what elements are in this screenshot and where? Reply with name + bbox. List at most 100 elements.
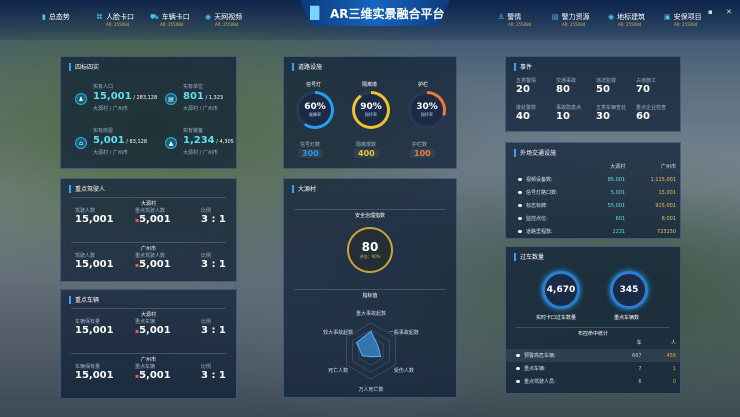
col-header: 广州市 bbox=[660, 164, 676, 170]
nav-overview[interactable]: ▮ 总态势 bbox=[42, 12, 70, 22]
row-value: 85,001 bbox=[607, 176, 626, 183]
ring-label: 隔离墩 bbox=[362, 82, 378, 88]
ring-pct: 30% bbox=[416, 102, 438, 112]
radar-axis-label: 万人死亡数 bbox=[358, 386, 383, 393]
row-value: 5,001 bbox=[610, 189, 626, 196]
nav-vehicle-checkpoint[interactable]: ⛟ 车辆卡口 AR: 255084 bbox=[150, 12, 190, 27]
col-header: 车 bbox=[636, 340, 642, 346]
event-label: 占道施工 bbox=[636, 78, 657, 84]
ratio-value: 3 : 1 bbox=[201, 325, 226, 336]
ring-label: 重点车辆数 bbox=[614, 315, 640, 321]
marker-icon: ▪ bbox=[135, 328, 140, 335]
panel-traffic-facilities: 外场交通设施 大源村 广州市 视频设备数: 85,001 1,115,001 信号灯路口数… bbox=[505, 142, 681, 239]
chart-icon: ▮ bbox=[42, 13, 46, 21]
stat-label: 实有人口 bbox=[93, 84, 114, 90]
resource-icon: ▤ bbox=[552, 13, 559, 21]
table-row: 道路里程数: 1231 723150 bbox=[506, 225, 680, 238]
event-label: 接处警数 bbox=[516, 105, 537, 111]
stat-label: 实有房屋 bbox=[93, 128, 114, 134]
nav-face-checkpoint[interactable]: ⌘ 人脸卡口 AR: 255084 bbox=[96, 12, 134, 27]
panel-title: 大源村 bbox=[284, 179, 456, 198]
ring-value: 345 bbox=[619, 285, 639, 295]
metric-value: 5,001 bbox=[139, 214, 171, 225]
row-value: 1 bbox=[672, 365, 676, 372]
stat-label: 实有装备 bbox=[183, 128, 204, 134]
ratio-value: 3 : 1 bbox=[201, 214, 226, 225]
row-value: 456 bbox=[666, 352, 676, 359]
event-value: 20 bbox=[516, 84, 530, 95]
event-value: 40 bbox=[516, 111, 530, 122]
control-table: 车 人预警高危车辆: 667 456 重点车辆: 7 1 重点驾驶人员: 6 0 bbox=[506, 336, 680, 388]
stat-label: 实有单位 bbox=[183, 84, 204, 90]
stat-total: / 4,305 bbox=[216, 139, 234, 145]
marker-icon: ▪ bbox=[135, 373, 140, 380]
nav-label: 总态势 bbox=[48, 13, 70, 21]
minimize-button[interactable]: ▪ bbox=[708, 8, 713, 16]
score-gauge: 80 评估：90% bbox=[347, 227, 393, 273]
row-value: 6 bbox=[638, 378, 642, 385]
nav-label: 天网视频 bbox=[214, 13, 243, 21]
radar-axis-label: 较大事故起数 bbox=[323, 329, 353, 336]
event-value: 70 bbox=[636, 84, 650, 95]
ring-pct: 90% bbox=[360, 102, 382, 112]
group-name: 大源村 bbox=[71, 308, 226, 318]
panel-title: 重点驾驶人 bbox=[61, 179, 236, 198]
building-icon: ▤ bbox=[165, 93, 177, 105]
face-icon: ⌘ bbox=[96, 13, 103, 21]
bullet-icon bbox=[518, 191, 522, 194]
location-icon: ◉ bbox=[205, 13, 212, 21]
panel-road-facilities: 道路设施 信号灯 60% 故障率 信号灯数 300 隔离墩 90% 损坏率 隔离墩数 … bbox=[283, 56, 457, 169]
shield-icon: ▣ bbox=[664, 13, 671, 21]
table-row: 信号灯路口数: 5,001 15,001 bbox=[506, 186, 680, 199]
car-icon: ⛟ bbox=[150, 13, 159, 21]
panel-title: 过车数量 bbox=[506, 247, 680, 266]
metric-label: 重点车辆 bbox=[135, 364, 156, 370]
score-value: 80 bbox=[361, 240, 379, 254]
bullet-icon bbox=[518, 217, 522, 220]
metric-label: 驾驶人数 bbox=[75, 208, 96, 214]
group-name: 大源村 bbox=[71, 197, 226, 207]
ratio-value: 3 : 1 bbox=[201, 259, 226, 270]
row-label: 标志标牌: bbox=[526, 203, 548, 209]
event-label: 交通事故 bbox=[556, 78, 577, 84]
nav-alerts[interactable]: ♙ 警情 AR: 255084 bbox=[498, 12, 531, 27]
ring-gauge: 90% 损坏率 bbox=[352, 91, 390, 129]
count-value: 400 bbox=[354, 149, 379, 158]
bullet-icon bbox=[516, 367, 520, 370]
panel-key-vehicles: 重点车辆 大源村 车辆保有量 15,001 重点车辆 ▪5,001 比例 3 : … bbox=[60, 289, 237, 399]
metric-label: 比例 bbox=[201, 253, 212, 259]
radar-series bbox=[355, 330, 382, 358]
radar-axis-label: 受伤人数 bbox=[394, 367, 414, 374]
nav-label: 车辆卡口 bbox=[161, 13, 190, 21]
close-button[interactable]: ✕ bbox=[726, 8, 732, 16]
stat-total: / 83,128 bbox=[126, 139, 148, 145]
row-label: 视频设备数: bbox=[526, 177, 553, 183]
row-value: 723150 bbox=[656, 228, 676, 235]
ratio-value: 3 : 1 bbox=[201, 370, 226, 381]
logo-icon: ▐▌ bbox=[305, 6, 324, 20]
metric-value: 15,001 bbox=[75, 214, 114, 225]
nav-skynet-video[interactable]: ◉ 天网视频 AR: 255084 bbox=[205, 12, 242, 27]
event-value: 50 bbox=[596, 84, 610, 95]
row-value: 1231 bbox=[612, 228, 626, 235]
nav-sub: AR: 255084 bbox=[215, 22, 239, 27]
nav-landmarks[interactable]: ◉ 地标建筑 AR: 255084 bbox=[608, 12, 645, 27]
nav-police-resources[interactable]: ▤ 警力资源 AR: 255084 bbox=[552, 12, 590, 27]
metric-label: 比例 bbox=[201, 319, 212, 325]
nav-sub: AR: 255084 bbox=[674, 22, 698, 27]
stat-sub: 大源村 / 广州市 bbox=[93, 150, 128, 156]
house-icon: ⌂ bbox=[75, 137, 87, 149]
panel-vehicle-count: 过车数量 4,670 345 实时卡口过车数量 重点车辆数 布控命中统计 车 人预… bbox=[505, 246, 681, 394]
row-value: 915,001 bbox=[655, 202, 676, 209]
table-row: 重点驾驶人员: 6 0 bbox=[506, 375, 680, 388]
stat-total: / 283,128 bbox=[133, 95, 158, 101]
row-value: 8,001 bbox=[661, 215, 676, 222]
bullet-icon bbox=[516, 380, 520, 383]
person-icon: ♟ bbox=[75, 93, 87, 105]
stat-sub: 大源村 / 广州市 bbox=[93, 106, 128, 112]
nav-label: 警情 bbox=[507, 13, 522, 21]
metric-value: 5,001 bbox=[139, 370, 171, 381]
bullet-icon bbox=[518, 178, 522, 181]
nav-security-projects[interactable]: ▣ 安保项目 AR: 255084 bbox=[664, 12, 702, 27]
nav-sub: AR: 255084 bbox=[618, 22, 642, 27]
